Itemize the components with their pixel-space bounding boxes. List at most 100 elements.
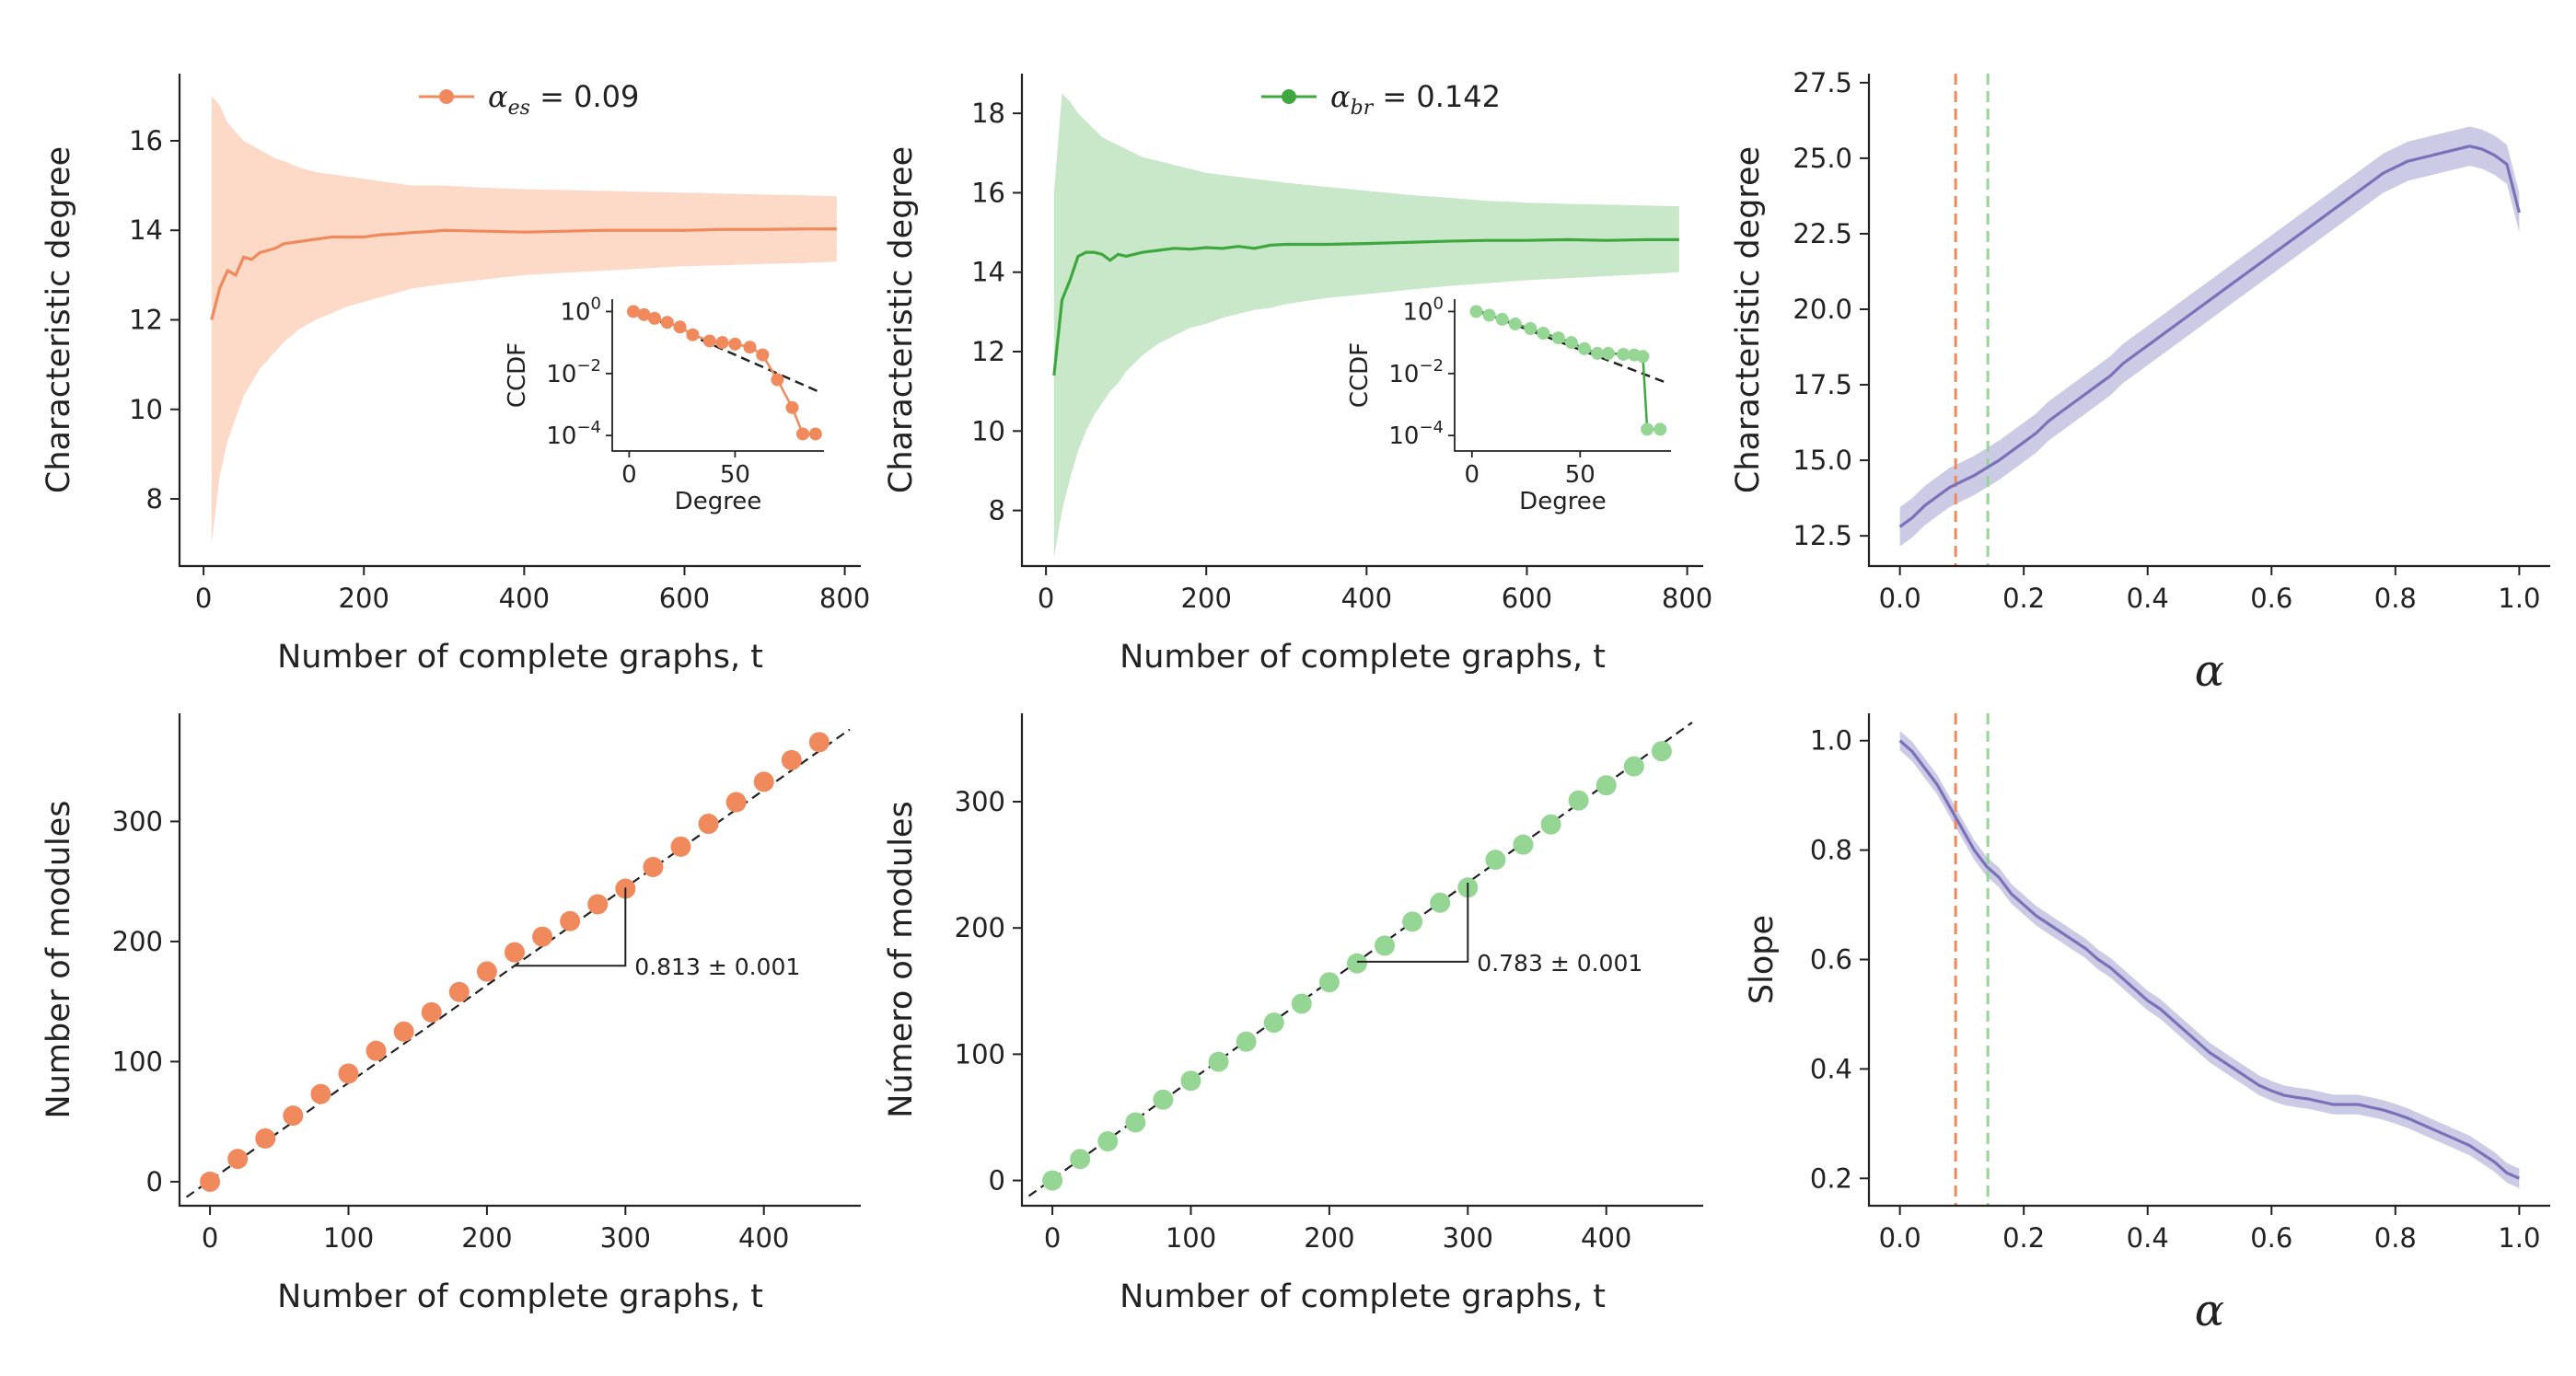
ccdf-point [1591,346,1605,360]
confidence-band [1899,126,2520,547]
ccdf-point [702,334,716,348]
y-axis-label: Characteristic degree [1730,146,1767,493]
panel-top-right: 0.0 0.2 0.4 0.6 0.8 1.0 12.5 15.0 17.5 20.0 22.5 25… [1730,67,2550,697]
data-point [781,749,802,770]
data-point [643,857,664,878]
y-tick-label: 300 [955,786,1005,817]
x-tick-label: 0.4 [2127,1222,2169,1254]
y-tick-label: 18 [971,98,1005,129]
series-line [210,227,837,320]
axis-spines [1867,74,2550,568]
y-axis-label: Number of modules [41,801,77,1119]
y-tick-label: 100 [112,1046,163,1077]
data-point [1402,911,1423,932]
data-point [255,1127,276,1149]
y-tick-label: 0 [989,1165,1005,1197]
y-tick-label: 27.5 [1793,67,1852,98]
ccdf-point [637,307,651,321]
ccdf-point [1495,312,1509,326]
inset-x-tick-label: 0 [621,461,637,489]
x-tick-label: 400 [1341,583,1392,614]
inset-axis [1454,299,1671,452]
x-tick-label: 0 [1038,583,1054,614]
y-axis-label: Slope [1744,915,1781,1004]
inset-axis [611,299,824,452]
ccdf-point [715,336,729,350]
y-tick-label: 1.0 [1810,725,1852,757]
slope-label: 0.783 ± 0.001 [1477,950,1642,977]
x-tick-label: 0.0 [1879,583,1921,614]
y-tick-label: 25.0 [1793,143,1852,174]
x-tick-label: 300 [1443,1222,1493,1254]
inset-y-tick-label: 10−4 [1388,418,1444,450]
x-tick-label: 400 [499,583,550,614]
y-tick-label: 10 [129,394,163,425]
inset-x-tick-label: 0 [1465,461,1480,489]
data-point [1097,1131,1119,1152]
y-tick-label: 14 [971,257,1005,288]
data-point [338,1063,359,1084]
data-point [504,942,525,963]
y-tick-label: 8 [989,495,1005,526]
x-tick-label: 100 [323,1222,374,1254]
ccdf-point [771,373,784,387]
ccdf-point [1617,347,1630,361]
y-tick-label: 10 [971,415,1005,446]
y-axis-label: Characteristic degree [883,146,920,493]
ccdf-point [673,320,687,334]
inset-x-label: Degree [1519,488,1607,515]
ccdf-inset: 0 50 100 10−2 10−4 Degree CCDF [504,294,824,515]
x-tick-label: 200 [1304,1222,1354,1254]
data-point [1540,814,1561,835]
x-axis-label: Number of complete graphs, t [1120,1278,1606,1315]
ccdf-point [648,311,661,325]
data-point [808,732,830,753]
ccdf-line [632,310,816,435]
inset-y-label: CCDF [1346,342,1374,408]
series-line [1052,237,1679,376]
inset-y-tick-label: 10−2 [546,356,601,388]
y-tick-label: 22.5 [1793,218,1852,249]
y-tick-label: 17.5 [1793,369,1852,400]
data-point [753,771,774,792]
x-tick-label: 800 [1662,583,1712,614]
data-point [1485,850,1506,871]
confidence-band [1053,93,1679,559]
y-tick-label: 0.4 [1810,1053,1852,1084]
data-point [310,1083,331,1104]
ccdf-point [756,348,770,362]
y-tick-label: 0 [146,1166,163,1197]
x-axis-label: Number of complete graphs, t [277,639,763,676]
confidence-band [211,96,837,544]
inset-y-tick-label: 100 [560,294,601,326]
ccdf-point [686,328,700,341]
inset-x-tick-label: 50 [1565,461,1595,489]
data-point [1070,1149,1091,1170]
data-point [448,981,470,1002]
ccdf-point [1601,346,1615,360]
ccdf-point [1508,317,1522,330]
x-tick-label: 0 [202,1222,218,1254]
data-point [1346,953,1367,974]
inset-x-tick-label: 50 [720,461,750,489]
y-tick-label: 16 [971,177,1005,208]
x-tick-label: 0.8 [2374,583,2417,614]
y-tick-label: 300 [112,805,163,837]
inset-y-tick-label: 10−2 [1388,356,1444,388]
x-tick-label: 1.0 [2498,1222,2540,1254]
data-point [1595,775,1617,796]
data-point [587,894,609,915]
data-point [476,961,497,982]
axis-spines [1867,713,2550,1208]
series-line [1898,739,2521,1180]
data-point [532,926,553,947]
ccdf-point [627,305,640,318]
y-tick-label: 12 [129,305,163,336]
x-tick-label: 400 [738,1222,789,1254]
x-axis-label: Number of complete graphs, t [1120,639,1606,676]
x-tick-label: 0.6 [2250,1222,2292,1254]
y-tick-label: 100 [955,1038,1005,1070]
ccdf-point [785,400,799,414]
slope-label: 0.813 ± 0.001 [634,954,800,980]
ccdf-point [728,337,742,351]
